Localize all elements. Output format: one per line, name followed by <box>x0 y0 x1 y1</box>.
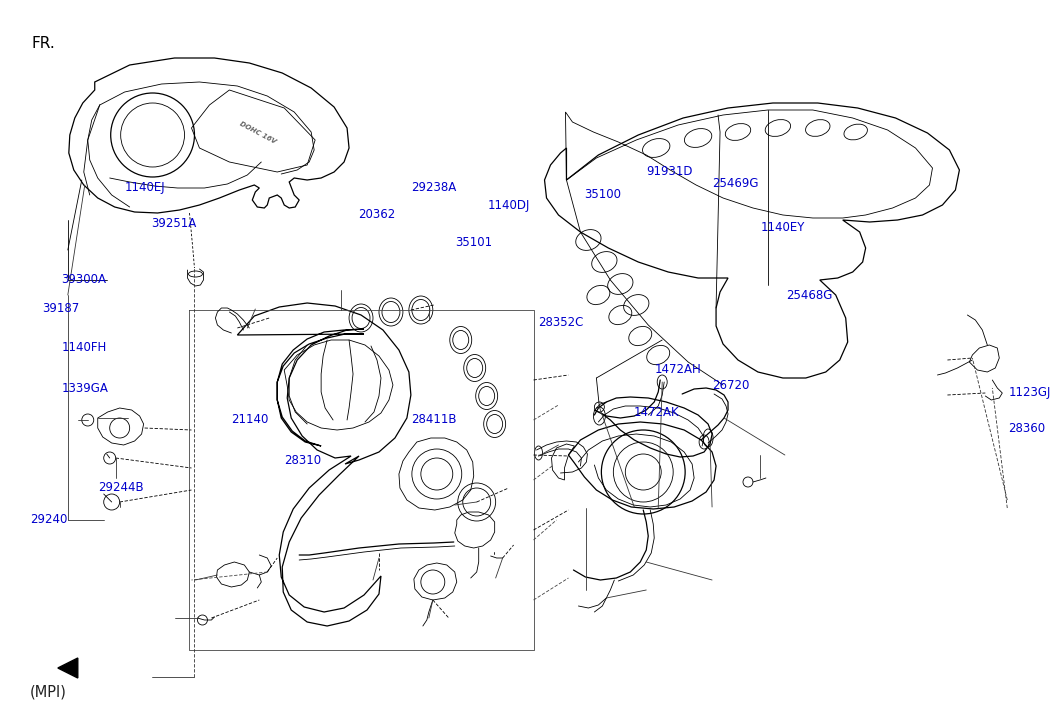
Text: 28360: 28360 <box>1008 422 1045 435</box>
Text: 35101: 35101 <box>456 236 493 249</box>
Text: 29244B: 29244B <box>99 481 144 494</box>
Text: 28310: 28310 <box>284 454 321 467</box>
Text: 25469G: 25469G <box>712 177 758 190</box>
Text: 39300A: 39300A <box>62 273 106 286</box>
Polygon shape <box>57 658 78 678</box>
Text: 1140DJ: 1140DJ <box>487 199 530 212</box>
Text: (MPI): (MPI) <box>30 685 67 699</box>
Text: 28411B: 28411B <box>411 413 457 426</box>
Text: 1140FH: 1140FH <box>62 341 106 354</box>
Text: 29238A: 29238A <box>411 181 457 194</box>
Text: 26720: 26720 <box>712 379 749 392</box>
Text: 1140EY: 1140EY <box>760 221 805 234</box>
Text: FR.: FR. <box>32 36 55 51</box>
Text: 28352C: 28352C <box>538 316 583 329</box>
Text: 91931D: 91931D <box>646 165 692 178</box>
Text: 39187: 39187 <box>42 302 80 315</box>
Text: 25468G: 25468G <box>786 289 833 302</box>
Text: 39251A: 39251A <box>152 217 196 230</box>
Text: 1339GA: 1339GA <box>62 382 108 395</box>
Text: 1123GJ: 1123GJ <box>1008 386 1050 399</box>
Text: 1140EJ: 1140EJ <box>125 181 166 194</box>
Text: 21140: 21140 <box>230 413 269 426</box>
Text: 35100: 35100 <box>585 188 621 201</box>
Text: DOHC 16V: DOHC 16V <box>238 121 276 145</box>
Text: 29240: 29240 <box>30 513 67 526</box>
Text: 20362: 20362 <box>358 208 395 221</box>
Text: 1472AK: 1472AK <box>633 406 679 419</box>
Text: 1472AH: 1472AH <box>654 363 701 376</box>
